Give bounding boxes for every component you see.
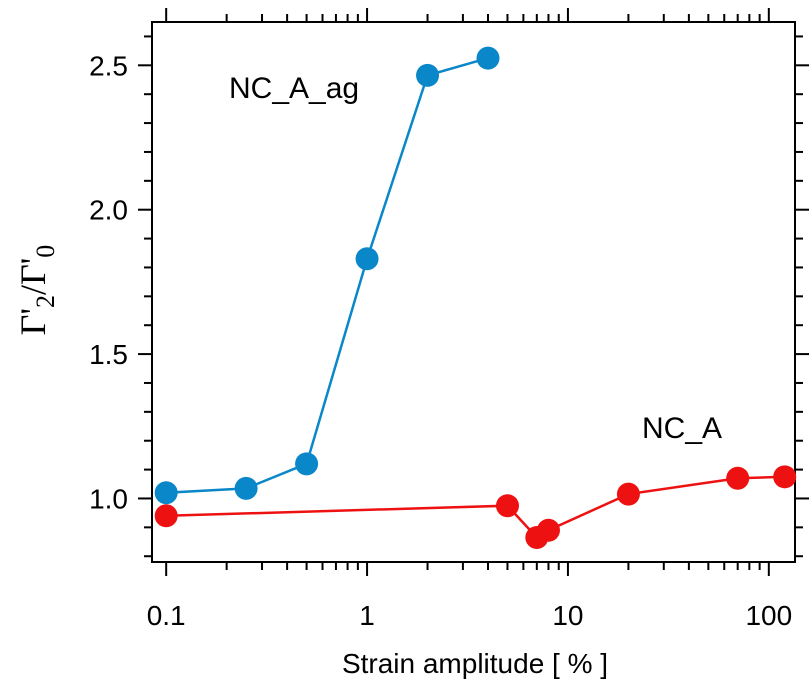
axes	[151, 21, 796, 563]
y-tick-label: 1.5	[89, 339, 128, 370]
axis-ticks	[138, 8, 809, 576]
data-point	[416, 63, 440, 87]
series-line	[166, 475, 785, 540]
y-tick-label: 2.0	[89, 195, 128, 226]
data-point	[154, 504, 178, 528]
y-tick-label: 1.0	[89, 483, 128, 514]
y-axis-title-slash: /	[13, 285, 53, 295]
x-tick-label: 0.1	[147, 600, 186, 631]
data-point	[476, 46, 500, 70]
x-tick-label: 100	[745, 600, 792, 631]
series-layer	[154, 46, 797, 549]
y-tick-label: 2.5	[89, 50, 128, 81]
plot-frame	[151, 21, 796, 563]
series-label-nc-a: NC_A	[642, 412, 722, 445]
tick-labels: 0.1 1 10 100 1.0 1.5 2.0 2.5	[89, 50, 792, 631]
y-axis-title-subscript-denominator: 0	[31, 245, 60, 258]
y-axis-title-symbol-denominator: Γ'	[13, 258, 53, 285]
y-axis-title: Γ'2/Γ'0	[13, 245, 60, 336]
series-0	[154, 46, 500, 505]
data-point	[773, 465, 797, 489]
y-axis-title-symbol: Γ'	[13, 308, 53, 335]
x-tick-label: 1	[359, 600, 375, 631]
series-line	[166, 56, 489, 494]
series-label-nc-a-ag: NC_A_ag	[229, 72, 359, 105]
data-point	[295, 452, 319, 476]
data-point	[536, 518, 560, 542]
data-point	[154, 481, 178, 505]
x-axis-title: Strain amplitude [ % ]	[342, 648, 608, 679]
x-tick-label: 10	[552, 600, 583, 631]
data-point	[234, 476, 258, 500]
data-point	[726, 466, 750, 490]
y-axis-title-subscript-numerator: 2	[31, 295, 60, 308]
data-point	[495, 494, 519, 518]
series-1	[154, 465, 797, 549]
data-point	[616, 482, 640, 506]
data-point	[355, 247, 379, 271]
